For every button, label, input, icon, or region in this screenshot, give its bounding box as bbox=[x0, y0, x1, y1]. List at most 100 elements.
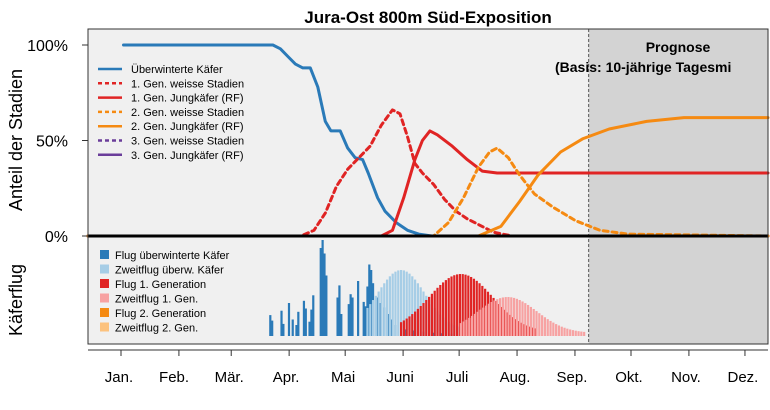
bar-secondflight-gen1 bbox=[574, 330, 577, 336]
bar-secondflight-gen1 bbox=[577, 331, 580, 336]
bar-flight-overwintered bbox=[336, 297, 339, 336]
bar-flight-overwintered bbox=[325, 275, 328, 336]
bar-flight-gen1 bbox=[433, 290, 436, 336]
bar-flight-overwintered bbox=[347, 304, 350, 336]
bar-secondflight-overwintered bbox=[408, 273, 411, 336]
bar-secondflight-gen1 bbox=[507, 297, 510, 336]
legend-label: 1. Gen. weisse Stadien bbox=[131, 78, 244, 90]
bar-flight-overwintered bbox=[310, 309, 313, 336]
x-tick-label: Jan. bbox=[105, 369, 133, 386]
bar-secondflight-gen1 bbox=[538, 313, 541, 336]
legend-label: Zweitflug 2. Gen. bbox=[115, 323, 198, 335]
stage-lines bbox=[86, 43, 770, 238]
y-tick-label: 50% bbox=[36, 134, 68, 151]
bar-flight-overwintered bbox=[364, 306, 367, 336]
bar-flight-overwintered bbox=[338, 285, 341, 336]
y-tick-label: 0% bbox=[45, 229, 68, 246]
bar-flight-gen1 bbox=[444, 280, 448, 336]
series-line bbox=[86, 116, 770, 238]
forecast-label-1: Prognose bbox=[646, 39, 711, 55]
bar-secondflight-overwintered bbox=[397, 270, 400, 336]
legend-label: 1. Gen. Jungkäfer (RF) bbox=[131, 93, 244, 105]
bar-flight-overwintered bbox=[357, 281, 360, 336]
bar-secondflight-overwintered bbox=[371, 300, 375, 336]
bar-secondflight-gen1 bbox=[527, 304, 530, 336]
bar-secondflight-gen1 bbox=[498, 298, 502, 336]
bar-flight-gen1 bbox=[439, 284, 442, 336]
bar-flight-gen1 bbox=[464, 274, 467, 336]
bar-flight-gen1 bbox=[405, 318, 408, 336]
bar-secondflight-overwintered bbox=[380, 287, 383, 336]
x-tick-label: Sep. bbox=[557, 369, 588, 386]
bar-secondflight-gen1 bbox=[473, 313, 476, 336]
bar-flight-overwintered bbox=[297, 311, 300, 336]
legend-bar-swatch bbox=[100, 322, 109, 332]
legend-label: 3. Gen. Jungkäfer (RF) bbox=[131, 150, 244, 162]
bar-secondflight-gen1 bbox=[501, 297, 504, 336]
bar-secondflight-gen1 bbox=[462, 321, 465, 336]
bar-flight-gen1 bbox=[467, 275, 470, 336]
bar-secondflight-overwintered bbox=[383, 283, 386, 336]
bar-secondflight-overwintered bbox=[366, 307, 369, 336]
bar-flight-gen1 bbox=[422, 303, 425, 336]
bar-secondflight-gen1 bbox=[563, 327, 566, 336]
bar-secondflight-gen1 bbox=[541, 315, 544, 336]
bar-flight-gen1 bbox=[470, 276, 473, 336]
bar-flight-gen1 bbox=[475, 280, 478, 336]
legend-label: 2. Gen. weisse Stadien bbox=[131, 107, 244, 119]
legend-label: Flug 1. Generation bbox=[115, 279, 206, 291]
axes: 100% 50% 0% Jan. Feb. Mär. Apr. Mai Juni Juli Aug.… bbox=[27, 38, 768, 386]
bar-secondflight-gen1 bbox=[549, 320, 552, 336]
bar-secondflight-gen1 bbox=[552, 322, 555, 336]
x-tick-label: Mai bbox=[331, 369, 355, 386]
bar-flight-gen1 bbox=[411, 314, 414, 336]
bar-secondflight-gen1 bbox=[535, 311, 538, 336]
chart-title: Jura-Ost 800m Süd-Exposition bbox=[304, 8, 552, 27]
bar-flight-overwintered bbox=[362, 301, 365, 336]
bar-secondflight-overwintered bbox=[377, 291, 380, 336]
bar-flight-overwintered bbox=[308, 321, 311, 336]
bar-flight-overwintered bbox=[280, 310, 283, 336]
bar-secondflight-gen1 bbox=[555, 324, 558, 336]
legend-bar-swatch bbox=[100, 279, 109, 288]
bar-secondflight-gen1 bbox=[468, 317, 471, 336]
bar-secondflight-overwintered bbox=[369, 304, 372, 336]
bar-flight-overwintered bbox=[282, 323, 285, 336]
legend-label: Zweitflug überw. Käfer bbox=[115, 265, 224, 277]
bar-flight-gen1 bbox=[456, 274, 459, 336]
bar-secondflight-gen1 bbox=[515, 298, 519, 336]
bar-flight-gen1 bbox=[430, 293, 434, 336]
series-line bbox=[86, 146, 770, 238]
bar-flight-gen1 bbox=[447, 278, 450, 336]
bar-flight-gen1 bbox=[478, 283, 481, 336]
legend-label: Flug überwinterte Käfer bbox=[115, 250, 230, 262]
forecast-label-2: (Basis: 10-jährige Tagesmi bbox=[555, 59, 731, 75]
x-tick-label: Okt. bbox=[615, 369, 643, 386]
bar-flight-overwintered bbox=[340, 314, 343, 336]
x-tick-label: Dez. bbox=[727, 369, 758, 386]
forecast-region bbox=[588, 29, 768, 344]
bar-secondflight-overwintered bbox=[391, 273, 394, 336]
legend-bar-swatch bbox=[100, 264, 109, 274]
flight-bars bbox=[269, 240, 586, 336]
bar-secondflight-overwintered bbox=[399, 270, 403, 336]
bar-secondflight-gen1 bbox=[459, 323, 462, 336]
legend-stages: Überwinterte Käfer 1. Gen. weisse Stadien… bbox=[98, 64, 244, 162]
bar-flight-overwintered bbox=[349, 294, 352, 336]
bar-secondflight-overwintered bbox=[374, 295, 377, 336]
bar-flight-overwintered bbox=[368, 264, 371, 336]
bar-flight-gen1 bbox=[450, 276, 453, 336]
bar-secondflight-gen1 bbox=[487, 303, 490, 336]
bar-secondflight-gen1 bbox=[493, 300, 496, 336]
forecast-shade bbox=[588, 29, 768, 344]
bar-flight-overwintered bbox=[323, 253, 326, 336]
bar-secondflight-gen1 bbox=[484, 305, 488, 336]
bar-flight-overwintered bbox=[295, 325, 298, 336]
legend-label: 3. Gen. weisse Stadien bbox=[131, 136, 244, 148]
x-tick-label: Mär. bbox=[215, 369, 244, 386]
bar-flight-gen1 bbox=[402, 320, 405, 336]
plot-frame bbox=[87, 28, 769, 345]
bar-secondflight-gen1 bbox=[479, 309, 482, 336]
